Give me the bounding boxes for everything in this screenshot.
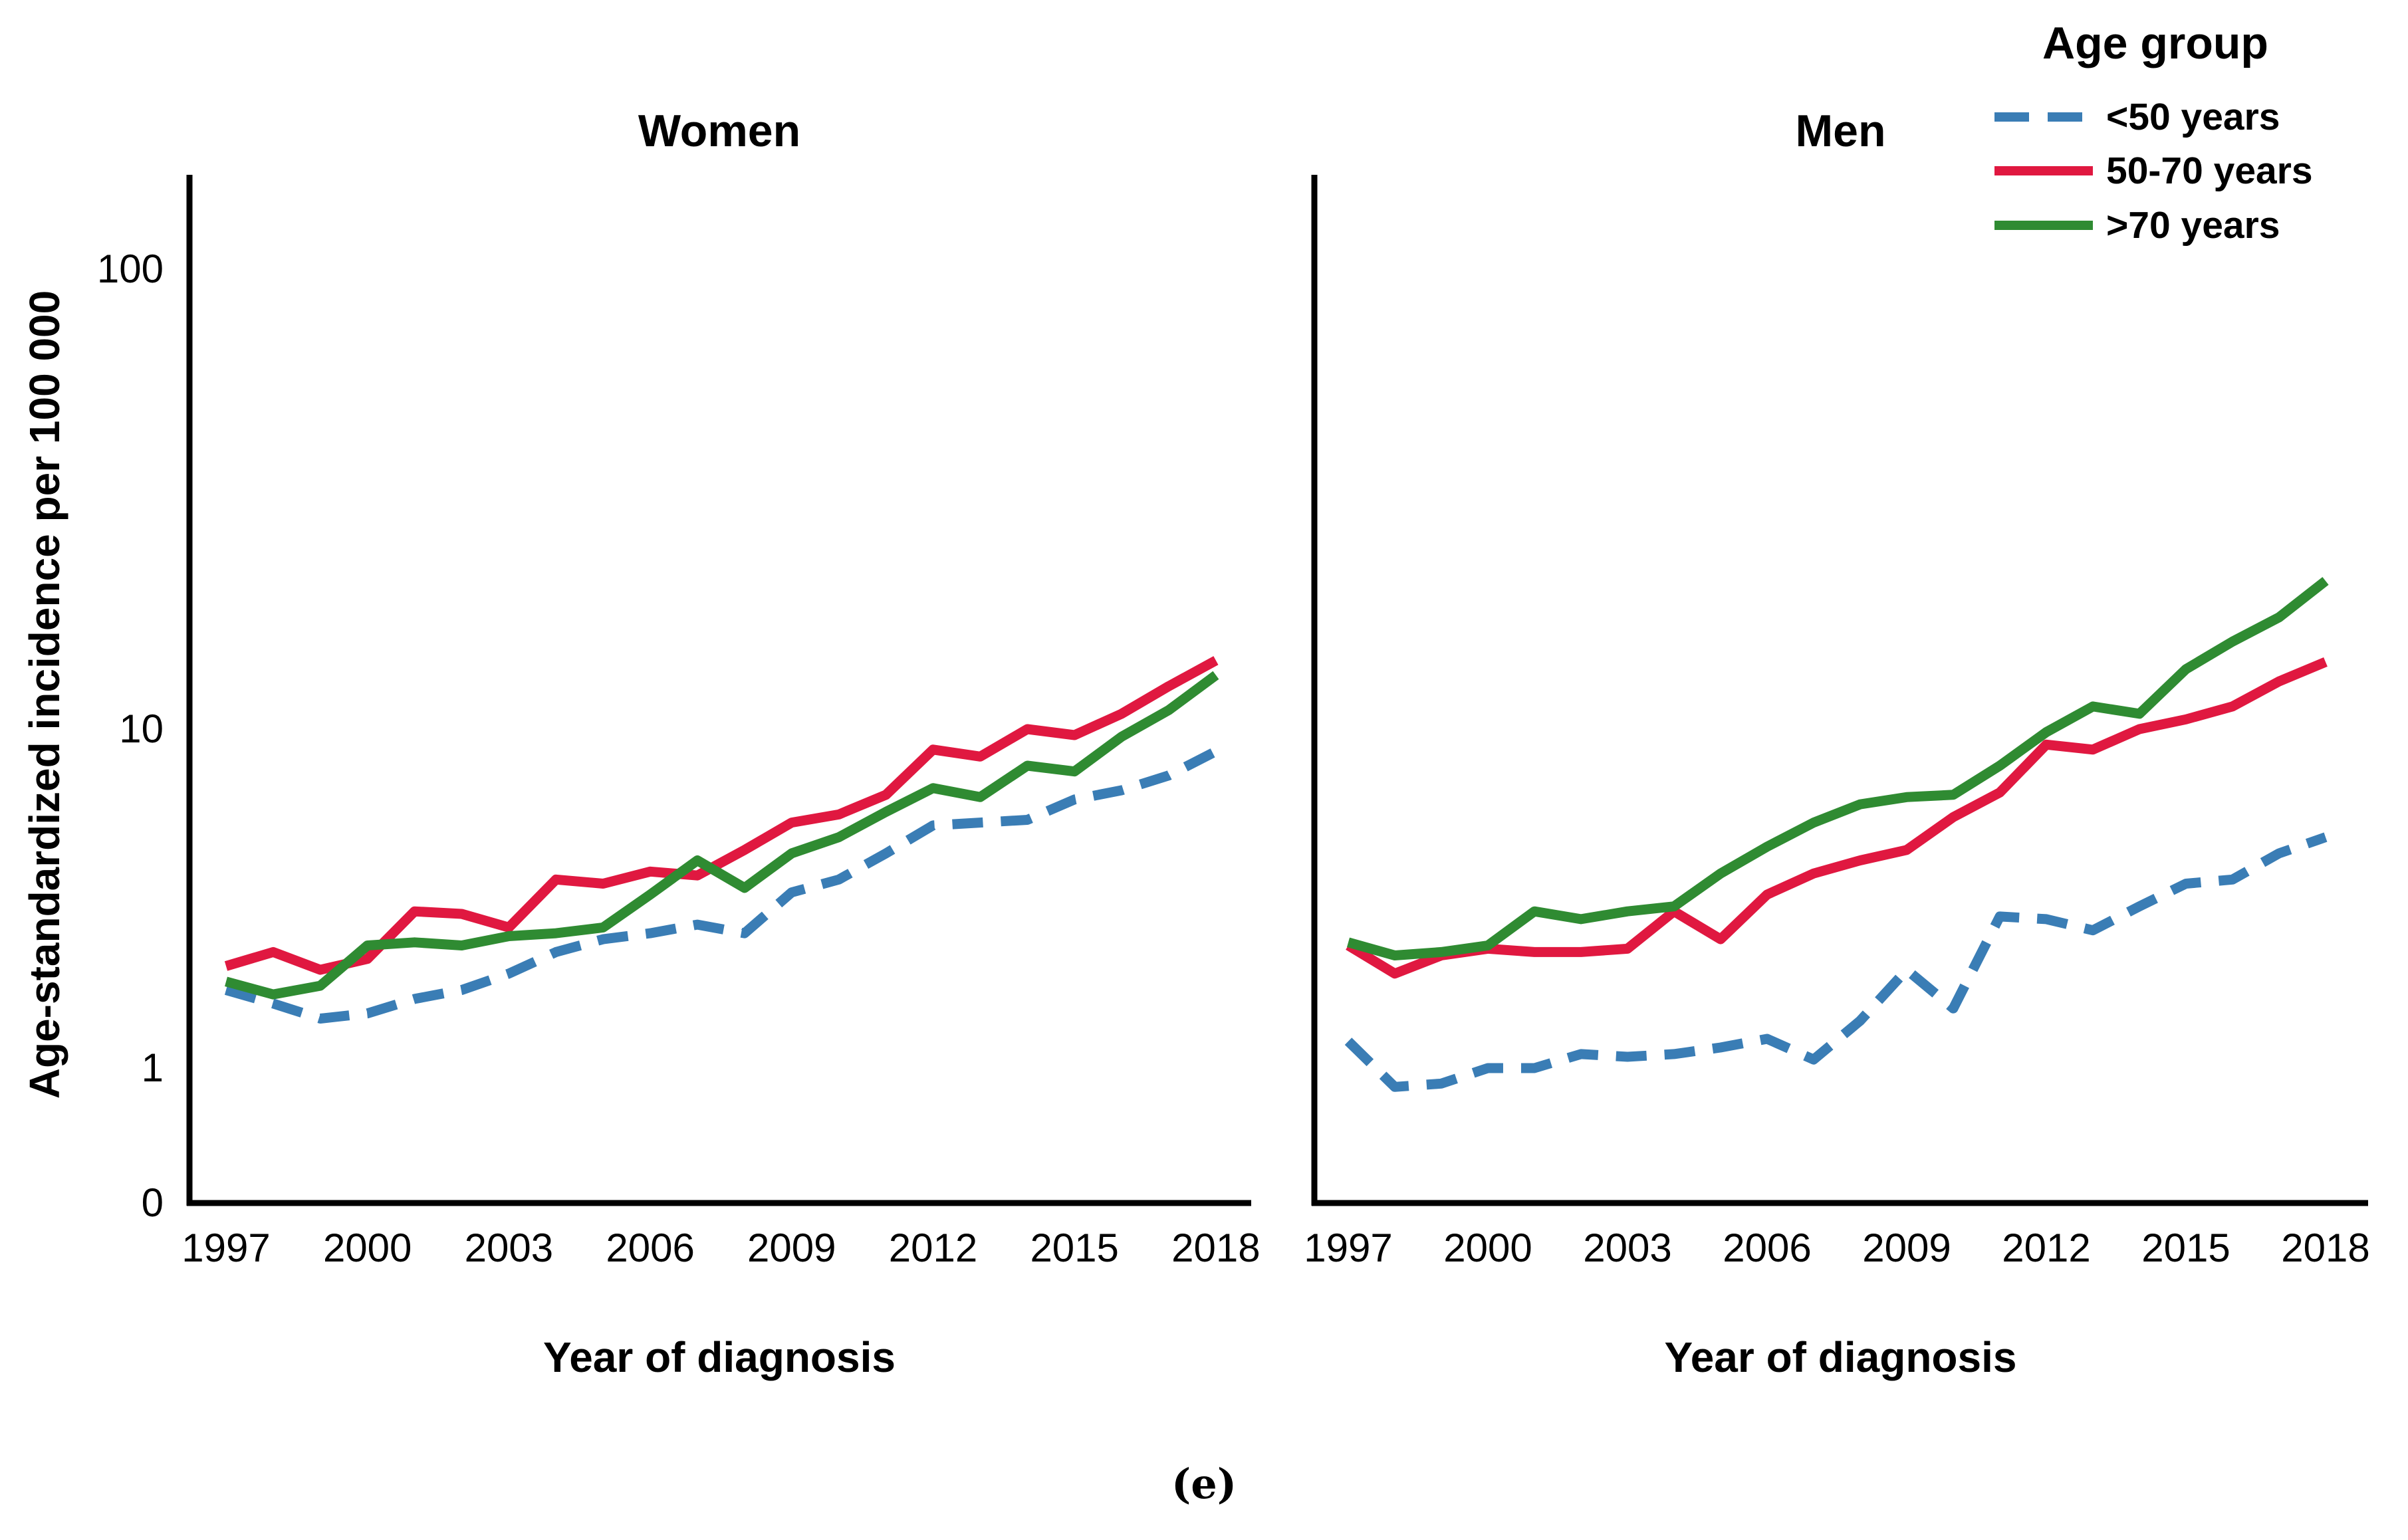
men-series-line--70-years <box>1346 577 2329 960</box>
legend-sample-under50-dashed-line <box>1994 112 2093 122</box>
x-tick-label-women: 2006 <box>606 1226 695 1270</box>
x-tick-label-men: 2009 <box>1862 1226 1951 1270</box>
women-series-line--70-years <box>225 671 1219 1000</box>
x-tick-label-women: 2012 <box>888 1226 978 1270</box>
x-tick-label-women: 2003 <box>464 1226 554 1270</box>
x-tick-label-men: 2018 <box>2281 1226 2370 1270</box>
legend-sample-over70-line <box>1994 221 2093 230</box>
legend-label-under50: <50 years <box>2106 96 2280 138</box>
x-tick-label-men: 2003 <box>1583 1226 1672 1270</box>
y-tick-label: 1 <box>141 1045 164 1090</box>
legend-label-over70: >70 years <box>2106 204 2280 247</box>
y-tick-label: 100 <box>96 247 164 291</box>
x-tick-label-women: 1997 <box>181 1226 271 1270</box>
x-tick-label-women: 2015 <box>1030 1226 1119 1270</box>
men-series-line-50-70-years <box>1346 657 2328 979</box>
legend-sample-50-70-line <box>1994 166 2093 175</box>
y-tick-label: 0 <box>141 1180 164 1225</box>
x-tick-label-men: 2012 <box>2002 1226 2091 1270</box>
panel-title-women: Women <box>638 106 801 156</box>
legend-label-50-70: 50-70 years <box>2106 150 2313 192</box>
x-axis-label-men: Year of diagnosis <box>1664 1333 2017 1381</box>
x-tick-label-women: 2000 <box>322 1226 412 1270</box>
x-tick-label-men: 2000 <box>1443 1226 1532 1270</box>
x-tick-label-men: 1997 <box>1304 1226 1393 1270</box>
x-tick-label-men: 2006 <box>1723 1226 1812 1270</box>
women-series-line--50-years <box>224 746 1219 1024</box>
women-series-line-50-70-years <box>224 656 1219 975</box>
x-tick-label-women: 2009 <box>747 1226 836 1270</box>
figure-caption: (e) <box>1171 1460 1237 1508</box>
x-tick-label-women: 2018 <box>1171 1226 1261 1270</box>
x-axis-label-women: Year of diagnosis <box>543 1333 896 1381</box>
men-series-line--50-years <box>1344 832 2328 1092</box>
y-tick-label: 10 <box>119 707 164 751</box>
panel-title-men: Men <box>1795 106 1886 156</box>
x-tick-label-men: 2015 <box>2141 1226 2230 1270</box>
legend-title: Age group <box>2042 18 2268 68</box>
